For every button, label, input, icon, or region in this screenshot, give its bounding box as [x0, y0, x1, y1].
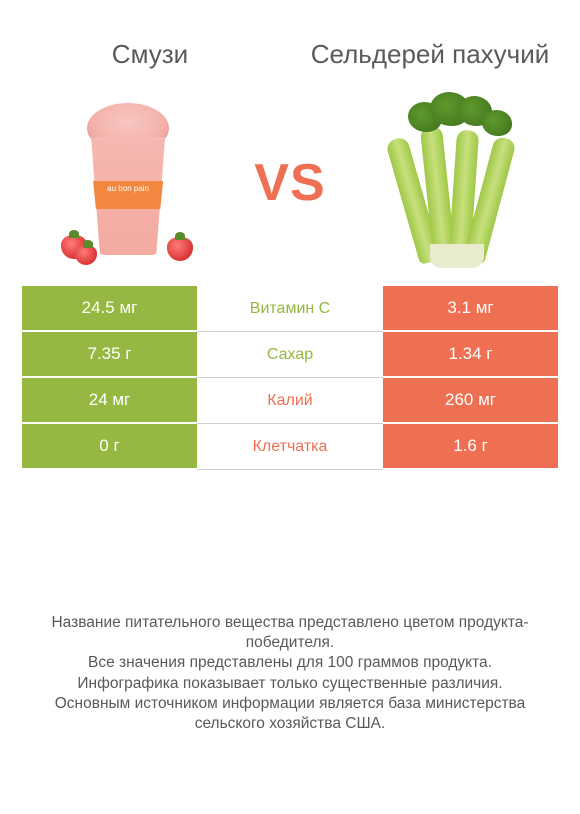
- celery-icon: [372, 98, 532, 268]
- table-row: 7.35 гСахар1.34 г: [22, 332, 558, 378]
- cell-left-value: 7.35 г: [22, 332, 197, 378]
- cell-right-value: 1.34 г: [383, 332, 558, 378]
- footer-line: Инфографика показывает только существенн…: [26, 674, 554, 694]
- title-left: Смузи: [10, 22, 290, 86]
- cell-nutrient: Сахар: [197, 332, 383, 378]
- cell-right-value: 3.1 мг: [383, 286, 558, 332]
- table-row: 24 мгКалий260 мг: [22, 378, 558, 424]
- table-row: 24.5 мгВитамин C3.1 мг: [22, 286, 558, 332]
- comparison-table: 24.5 мгВитамин C3.1 мг7.35 гСахар1.34 г2…: [0, 286, 580, 470]
- title-right: Сельдерей пахучий: [290, 22, 570, 86]
- images-row: au bon pain VS: [0, 86, 580, 286]
- cell-left-value: 24 мг: [22, 378, 197, 424]
- product-image-right: [362, 98, 542, 268]
- footer-line: Все значения представлены для 100 граммо…: [26, 653, 554, 673]
- cell-nutrient: Калий: [197, 378, 383, 424]
- cell-left-value: 0 г: [22, 424, 197, 470]
- footer-line: Название питательного вещества представл…: [26, 613, 554, 653]
- footer-line: Основным источником информации является …: [26, 694, 554, 734]
- cell-nutrient: Витамин C: [197, 286, 383, 332]
- cell-left-value: 24.5 мг: [22, 286, 197, 332]
- cell-right-value: 1.6 г: [383, 424, 558, 470]
- vs-label: VS: [254, 153, 325, 213]
- titles-row: Смузи Сельдерей пахучий: [0, 0, 580, 86]
- smoothie-icon: au bon pain: [53, 103, 203, 263]
- cell-right-value: 260 мг: [383, 378, 558, 424]
- cell-nutrient: Клетчатка: [197, 424, 383, 470]
- table-row: 0 гКлетчатка1.6 г: [22, 424, 558, 470]
- product-image-left: au bon pain: [38, 98, 218, 268]
- footer-text: Название питательного вещества представл…: [0, 613, 580, 734]
